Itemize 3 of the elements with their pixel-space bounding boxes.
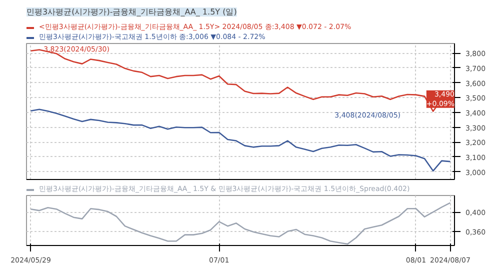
line-series [30, 108, 451, 172]
chart-title: 민평3사평균(시가평가)-금융채_기타금융채_AA_ 1.5Y (일) [26, 8, 237, 16]
line-series [30, 202, 451, 245]
